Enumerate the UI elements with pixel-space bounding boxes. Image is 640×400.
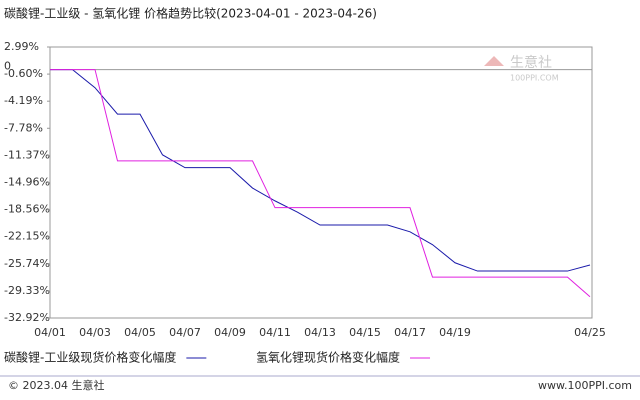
x-tick-label: 04/01 xyxy=(34,326,66,339)
y-tick-label: -0.60% xyxy=(4,67,43,80)
x-tick-label: 04/11 xyxy=(259,326,291,339)
x-tick-label: 04/13 xyxy=(304,326,336,339)
x-tick-label: 04/07 xyxy=(169,326,201,339)
x-tick-label: 04/05 xyxy=(124,326,156,339)
watermark-name: 生意社 xyxy=(510,54,552,71)
zero-label: 0 xyxy=(4,60,11,73)
y-tick-label: -7.78% xyxy=(4,121,43,134)
y-tick-label: -32.92% xyxy=(4,311,50,324)
y-tick-label: -25.74% xyxy=(4,257,50,270)
series-line xyxy=(50,69,591,272)
y-tick-label: 2.99% xyxy=(4,40,39,53)
watermark-logo xyxy=(484,56,504,66)
y-tick-label: -18.56% xyxy=(4,203,50,216)
footer-left: © 2023.04 生意社 xyxy=(8,378,104,392)
footer-right: www.100PPI.com xyxy=(538,379,632,392)
y-tick-label: -11.37% xyxy=(4,148,50,161)
watermark-site: 100PPI.COM xyxy=(510,74,559,83)
x-tick-label: 04/03 xyxy=(79,326,111,339)
watermark: 生意社 100PPI.COM xyxy=(484,54,559,83)
y-tick-label: -22.15% xyxy=(4,230,50,243)
x-tick-label: 04/25 xyxy=(574,326,606,339)
y-tick-label: -14.96% xyxy=(4,175,50,188)
x-tick-label: 04/09 xyxy=(214,326,246,339)
x-tick-label: 04/19 xyxy=(439,326,471,339)
legend-label: 碳酸锂-工业级现货价格变化幅度 xyxy=(4,350,176,365)
legend-label: 氢氧化锂现货价格变化幅度 xyxy=(256,350,400,365)
series-line xyxy=(50,69,591,298)
y-tick-label: -29.33% xyxy=(4,284,50,297)
y-tick-label: -4.19% xyxy=(4,94,43,107)
x-tick-label: 04/15 xyxy=(349,326,381,339)
chart-title: 碳酸锂-工业级 - 氢氧化锂 价格趋势比较(2023-04-01 - 2023-… xyxy=(4,6,377,21)
x-tick-label: 04/17 xyxy=(394,326,426,339)
